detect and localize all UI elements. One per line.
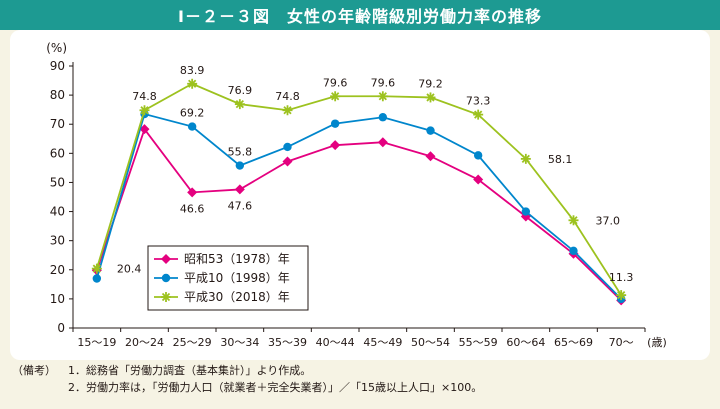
line-chart: 0 10 20 30 40 50 60 70 80 90 (%) 15～19 20～24 25～29 30～… xyxy=(46,41,667,349)
y-tick-label: 60 xyxy=(50,146,65,160)
y-tick-label: 10 xyxy=(50,292,65,306)
y-tick-label: 0 xyxy=(57,321,65,335)
data-label: 69.2 xyxy=(180,107,205,120)
data-point xyxy=(425,151,436,162)
series-line xyxy=(95,127,622,301)
data-label: 74.8 xyxy=(132,90,157,103)
chart-title: Ⅰ－２－３図 女性の年齢階級別労働力率の推移 xyxy=(0,0,720,30)
data-point xyxy=(161,292,171,302)
note-number: 1． xyxy=(68,364,86,377)
chart-panel xyxy=(10,30,710,360)
data-label: 20.4 xyxy=(117,263,142,276)
data-point xyxy=(426,126,435,135)
data-point xyxy=(187,78,198,89)
legend-label: 昭和53（1978）年 xyxy=(184,252,290,266)
y-axis-unit: (%) xyxy=(46,41,67,55)
data-point xyxy=(234,99,245,110)
y-tick-label: 90 xyxy=(50,59,65,73)
data-point xyxy=(139,105,150,116)
data-point xyxy=(568,215,579,226)
notes: （備考） 1． 総務省「労働力調査（基本集計）」より作成。 2． 労働力率は，「… xyxy=(12,362,712,396)
y-tick-label: 80 xyxy=(50,88,65,102)
x-tick-label: 25～29 xyxy=(173,336,212,349)
data-point xyxy=(330,119,340,128)
data-point xyxy=(330,91,341,102)
x-tick-label: 30～34 xyxy=(220,336,259,349)
note-text: 総務省「労働力調査（基本集計）」より作成。 xyxy=(86,364,312,377)
x-tick-label: 15～19 xyxy=(77,336,116,349)
data-label: 76.9 xyxy=(228,84,253,97)
data-point xyxy=(92,274,102,283)
note-text: 労働力率は，「労働力人口（就業者＋完全失業者）」／「15歳以上人口」×100。 xyxy=(86,381,483,394)
data-point xyxy=(473,109,484,120)
data-label: 79.6 xyxy=(371,76,396,89)
x-tick-label: 60～64 xyxy=(506,336,545,349)
data-label: 58.1 xyxy=(548,153,573,166)
data-label: 37.0 xyxy=(596,214,621,227)
x-axis-unit: (歳) xyxy=(647,336,667,349)
series-line xyxy=(95,112,622,300)
data-label: 74.8 xyxy=(275,90,300,103)
data-point xyxy=(91,263,102,274)
data-label: 47.6 xyxy=(228,199,253,212)
series-line xyxy=(95,82,622,296)
data-point xyxy=(282,105,293,116)
data-label: 79.2 xyxy=(418,77,443,90)
data-point xyxy=(473,151,483,160)
data-point xyxy=(234,184,245,195)
data-label: 79.6 xyxy=(323,76,348,89)
data-point xyxy=(161,273,171,283)
x-tick-label: 55～59 xyxy=(459,336,498,349)
x-tick-label: 35～39 xyxy=(268,336,307,349)
data-point xyxy=(187,187,198,198)
x-tick-label: 40～44 xyxy=(316,336,355,349)
data-label: 55.8 xyxy=(228,146,253,159)
data-point xyxy=(378,113,388,122)
data-point xyxy=(569,246,578,256)
y-tick-label: 40 xyxy=(50,205,65,219)
y-tick-label: 30 xyxy=(50,234,65,248)
data-point xyxy=(473,174,484,185)
data-point xyxy=(520,153,531,164)
legend-label: 平成10（1998）年 xyxy=(184,271,290,285)
notes-head: （備考） xyxy=(12,364,56,377)
y-tick-label: 20 xyxy=(50,263,65,277)
x-tick-label: 45～49 xyxy=(363,336,402,349)
x-tick-label: 50～54 xyxy=(411,336,450,349)
data-point xyxy=(521,207,531,216)
note-row-1: （備考） 1． 総務省「労働力調査（基本集計）」より作成。 xyxy=(12,362,712,379)
x-tick-label: 70～ xyxy=(609,336,634,349)
data-point xyxy=(377,91,388,102)
x-tick-label: 65～69 xyxy=(554,336,593,349)
note-number: 2． xyxy=(68,381,86,394)
data-label: 83.9 xyxy=(180,64,205,77)
data-point xyxy=(377,137,388,148)
x-tick-label: 20～24 xyxy=(125,336,164,349)
data-point xyxy=(139,124,150,135)
data-point xyxy=(161,254,171,264)
data-point xyxy=(616,290,627,301)
data-label: 46.6 xyxy=(180,202,205,215)
legend-label: 平成30（2018）年 xyxy=(184,290,290,304)
data-label: 73.3 xyxy=(466,95,491,108)
note-row-2: 2． 労働力率は，「労働力人口（就業者＋完全失業者）」／「15歳以上人口」×10… xyxy=(12,379,712,396)
data-point xyxy=(235,161,245,170)
data-point xyxy=(187,122,197,131)
data-point xyxy=(283,142,292,152)
data-label: 11.3 xyxy=(609,271,634,284)
data-point xyxy=(330,140,341,151)
data-point xyxy=(425,92,436,103)
y-tick-label: 70 xyxy=(50,117,65,131)
data-point xyxy=(282,156,293,167)
y-tick-label: 50 xyxy=(50,175,65,189)
